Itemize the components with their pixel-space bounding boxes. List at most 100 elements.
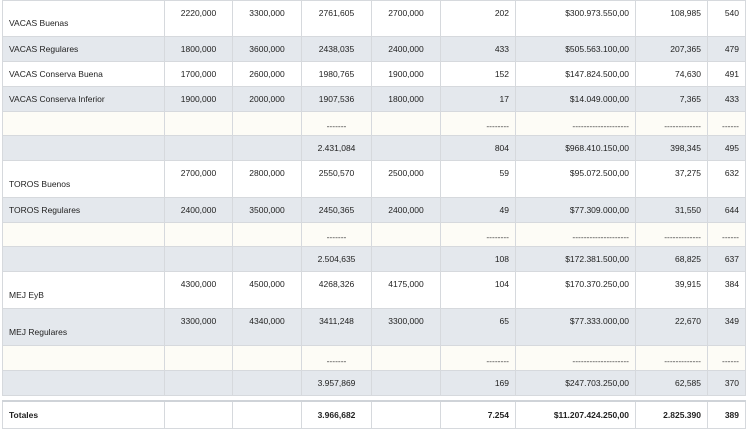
cell-mode-price: 1800,000: [371, 86, 441, 112]
cell-kg: -------------: [635, 222, 708, 247]
table-row: TOROS Regulares 2400,000 3500,000 2450,3…: [2, 197, 746, 223]
cell-avg-price: 3.966,682: [301, 400, 372, 429]
cell-avg-price: 1980,765: [301, 61, 372, 87]
totals-row: Totales 3.966,682 7.254 $11.207.424.250,…: [2, 400, 746, 429]
cell-kg: -------------: [635, 111, 708, 136]
subtotal-row: 3.957,869 169 $247.703.250,00 62,585 370: [2, 370, 746, 396]
row-label: MEJ Regulares: [2, 308, 165, 346]
row-label: VACAS Buenas: [2, 0, 165, 37]
table-row: MEJ EyB 4300,000 4500,000 4268,326 4175,…: [2, 271, 746, 309]
cell-avg-price: 2761,605: [301, 0, 372, 37]
cell-kg: 68,825: [635, 246, 708, 272]
cell-kg: 37,275: [635, 160, 708, 198]
cell-avg-kg: ------: [707, 111, 746, 136]
cell-amount: $11.207.424.250,00: [515, 400, 636, 429]
cell-amount: $77.333.000,00: [515, 308, 636, 346]
cell-mode-price: 2400,000: [371, 197, 441, 223]
cell-heads: --------: [440, 222, 516, 247]
cell-kg: 22,670: [635, 308, 708, 346]
cell-avg-price: -------: [301, 345, 372, 371]
cell-heads: --------: [440, 345, 516, 371]
cell-heads: 7.254: [440, 400, 516, 429]
row-label: TOROS Buenos: [2, 160, 165, 198]
table-row: VACAS Conserva Buena 1700,000 2600,000 1…: [2, 61, 746, 87]
row-label: [2, 246, 165, 272]
cell-avg-price: 2.504,635: [301, 246, 372, 272]
cell-avg-price: 3411,248: [301, 308, 372, 346]
separator-row: ------- -------- -------------------- --…: [2, 345, 746, 371]
cell-mode-price: 1900,000: [371, 61, 441, 87]
cell-amount: $300.973.550,00: [515, 0, 636, 37]
cell-heads: 804: [440, 135, 516, 161]
row-label: [2, 222, 165, 247]
cell-kg: 398,345: [635, 135, 708, 161]
cell-amount: $172.381.500,00: [515, 246, 636, 272]
cell-max-price: 2000,000: [232, 86, 302, 112]
cell-min-price: [164, 345, 233, 371]
cell-amount: $505.563.100,00: [515, 36, 636, 62]
row-label: VACAS Regulares: [2, 36, 165, 62]
cell-min-price: 1900,000: [164, 86, 233, 112]
cell-amount: $77.309.000,00: [515, 197, 636, 223]
cell-max-price: 3300,000: [232, 0, 302, 37]
cell-heads: 59: [440, 160, 516, 198]
cell-min-price: 4300,000: [164, 271, 233, 309]
spacer-row: [2, 395, 746, 401]
cell-amount: $95.072.500,00: [515, 160, 636, 198]
table-row: TOROS Buenos 2700,000 2800,000 2550,570 …: [2, 160, 746, 198]
cell-heads: 202: [440, 0, 516, 37]
cell-avg-price: 2450,365: [301, 197, 372, 223]
cell-avg-kg: 632: [707, 160, 746, 198]
cell-max-price: [232, 246, 302, 272]
cell-mode-price: [371, 111, 441, 136]
cell-heads: 433: [440, 36, 516, 62]
cell-heads: 49: [440, 197, 516, 223]
cell-mode-price: 3300,000: [371, 308, 441, 346]
cell-mode-price: [371, 345, 441, 371]
cell-avg-kg: 495: [707, 135, 746, 161]
cell-max-price: 2800,000: [232, 160, 302, 198]
cell-min-price: [164, 370, 233, 396]
row-label: [2, 111, 165, 136]
cell-avg-kg: 349: [707, 308, 746, 346]
cell-min-price: 2220,000: [164, 0, 233, 37]
cell-max-price: [232, 222, 302, 247]
cell-avg-kg: ------: [707, 222, 746, 247]
cell-avg-price: 3.957,869: [301, 370, 372, 396]
cell-avg-price: -------: [301, 111, 372, 136]
cell-min-price: [164, 400, 233, 429]
cell-avg-kg: ------: [707, 345, 746, 371]
cell-heads: 108: [440, 246, 516, 272]
cell-kg: -------------: [635, 345, 708, 371]
livestock-prices-table: VACAS Buenas 2220,000 3300,000 2761,605 …: [2, 0, 746, 429]
cell-min-price: 2400,000: [164, 197, 233, 223]
cell-min-price: 1700,000: [164, 61, 233, 87]
cell-avg-kg: 384: [707, 271, 746, 309]
cell-mode-price: 2500,000: [371, 160, 441, 198]
cell-avg-kg: 433: [707, 86, 746, 112]
cell-heads: --------: [440, 111, 516, 136]
row-label: TOROS Regulares: [2, 197, 165, 223]
cell-mode-price: [371, 246, 441, 272]
subtotal-row: 2.431,084 804 $968.410.150,00 398,345 49…: [2, 135, 746, 161]
cell-avg-price: 2550,570: [301, 160, 372, 198]
separator-row: ------- -------- -------------------- --…: [2, 222, 746, 247]
subtotal-row: 2.504,635 108 $172.381.500,00 68,825 637: [2, 246, 746, 272]
cell-min-price: [164, 111, 233, 136]
row-label: MEJ EyB: [2, 271, 165, 309]
cell-min-price: [164, 222, 233, 247]
cell-mode-price: 2700,000: [371, 0, 441, 37]
cell-avg-price: 2.431,084: [301, 135, 372, 161]
cell-amount: $968.410.150,00: [515, 135, 636, 161]
cell-mode-price: [371, 135, 441, 161]
cell-mode-price: [371, 400, 441, 429]
cell-min-price: [164, 246, 233, 272]
cell-avg-kg: 491: [707, 61, 746, 87]
cell-heads: 169: [440, 370, 516, 396]
cell-min-price: 2700,000: [164, 160, 233, 198]
cell-avg-kg: 540: [707, 0, 746, 37]
cell-amount: --------------------: [515, 345, 636, 371]
cell-avg-price: -------: [301, 222, 372, 247]
cell-avg-kg: 644: [707, 197, 746, 223]
cell-heads: 17: [440, 86, 516, 112]
